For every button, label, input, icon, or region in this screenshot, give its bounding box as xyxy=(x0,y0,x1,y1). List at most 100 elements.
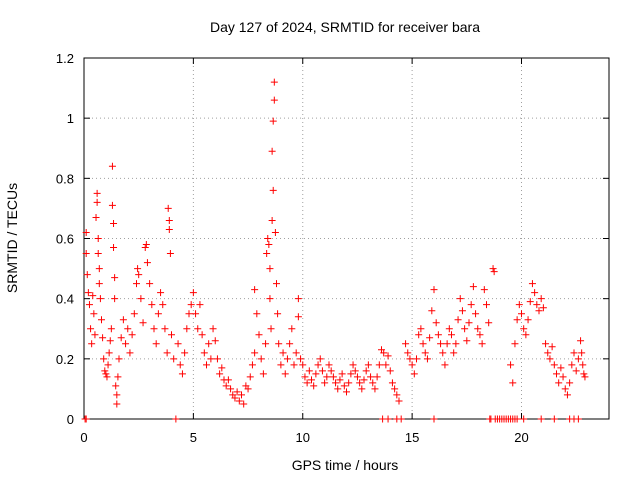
data-point xyxy=(205,340,213,348)
data-point xyxy=(550,361,558,369)
data-point xyxy=(203,361,210,369)
data-point xyxy=(360,376,368,384)
data-point xyxy=(384,352,392,360)
data-point xyxy=(216,370,224,378)
data-point xyxy=(283,355,291,363)
data-point xyxy=(165,216,173,224)
x-axis-label: GPS time / hours xyxy=(292,457,399,473)
data-point xyxy=(142,241,150,249)
data-point xyxy=(520,415,528,423)
data-point xyxy=(397,415,405,423)
data-point xyxy=(257,355,265,363)
data-point xyxy=(119,316,127,324)
data-point xyxy=(139,319,147,327)
data-point xyxy=(84,289,92,297)
data-point xyxy=(472,310,480,318)
data-point xyxy=(165,225,173,233)
data-point xyxy=(308,376,315,384)
data-point xyxy=(94,250,102,258)
data-point xyxy=(117,334,125,342)
data-point xyxy=(270,78,278,86)
data-point xyxy=(150,325,158,333)
data-point xyxy=(213,355,221,363)
data-point xyxy=(111,295,119,303)
data-point xyxy=(531,289,539,297)
data-point xyxy=(316,355,324,363)
data-point xyxy=(430,286,438,294)
data-point xyxy=(271,228,279,236)
data-point xyxy=(209,325,217,333)
data-point xyxy=(437,340,445,348)
data-point xyxy=(124,325,132,333)
data-point xyxy=(130,310,138,318)
data-point xyxy=(408,361,416,369)
data-point xyxy=(395,397,403,405)
data-point xyxy=(528,280,536,288)
data-point xyxy=(275,340,283,348)
data-point xyxy=(143,259,151,267)
data-point xyxy=(428,307,436,315)
data-point xyxy=(507,361,515,369)
data-point xyxy=(570,349,578,357)
data-point xyxy=(297,355,305,363)
data-point xyxy=(268,147,276,155)
data-point xyxy=(154,310,162,318)
data-point xyxy=(83,271,91,279)
data-point xyxy=(515,301,523,309)
data-point xyxy=(332,379,340,387)
data-point xyxy=(262,340,270,348)
data-point xyxy=(323,373,331,381)
data-point xyxy=(452,340,460,348)
data-point xyxy=(336,376,344,384)
data-point xyxy=(87,325,95,333)
data-point xyxy=(187,301,195,309)
data-point xyxy=(380,349,388,357)
data-point xyxy=(89,292,97,300)
data-point xyxy=(386,367,394,375)
data-point xyxy=(137,295,145,303)
data-point xyxy=(233,388,241,396)
x-tick-label: 15 xyxy=(405,430,419,445)
data-point xyxy=(579,361,587,369)
data-point xyxy=(522,331,530,339)
data-point xyxy=(211,337,219,345)
data-point xyxy=(544,349,552,357)
data-point xyxy=(299,361,307,369)
data-point xyxy=(465,319,473,327)
data-point xyxy=(166,250,174,258)
data-point xyxy=(561,385,569,393)
plot-frame xyxy=(83,57,610,420)
data-point xyxy=(448,331,455,339)
data-point xyxy=(371,385,379,393)
data-point xyxy=(96,295,104,303)
data-point xyxy=(312,370,320,378)
data-point xyxy=(518,310,525,318)
tick-layer: 0 0.2 0.4 0.6 0.8 1 1.2 0 5 10 15 20 xyxy=(56,51,609,445)
data-point xyxy=(572,367,580,375)
data-point xyxy=(539,304,547,312)
data-point xyxy=(557,364,565,372)
data-point xyxy=(419,340,427,348)
data-point xyxy=(141,244,149,252)
y-tick-label: 0.2 xyxy=(56,352,74,367)
data-point xyxy=(265,241,273,249)
data-point xyxy=(356,379,364,387)
data-point xyxy=(581,373,589,381)
data-point xyxy=(384,415,392,423)
data-point xyxy=(82,415,90,423)
data-point xyxy=(485,319,493,327)
data-point xyxy=(345,379,353,387)
data-point xyxy=(178,370,186,378)
data-point xyxy=(95,280,103,288)
data-point xyxy=(526,298,534,306)
data-point xyxy=(240,400,248,408)
data-point xyxy=(104,361,112,369)
data-point xyxy=(198,331,206,339)
data-point xyxy=(294,295,302,303)
data-point xyxy=(159,301,167,309)
y-tick-label: 0 xyxy=(67,412,74,427)
data-point xyxy=(349,361,357,369)
data-point xyxy=(513,415,521,423)
data-point xyxy=(90,310,98,318)
